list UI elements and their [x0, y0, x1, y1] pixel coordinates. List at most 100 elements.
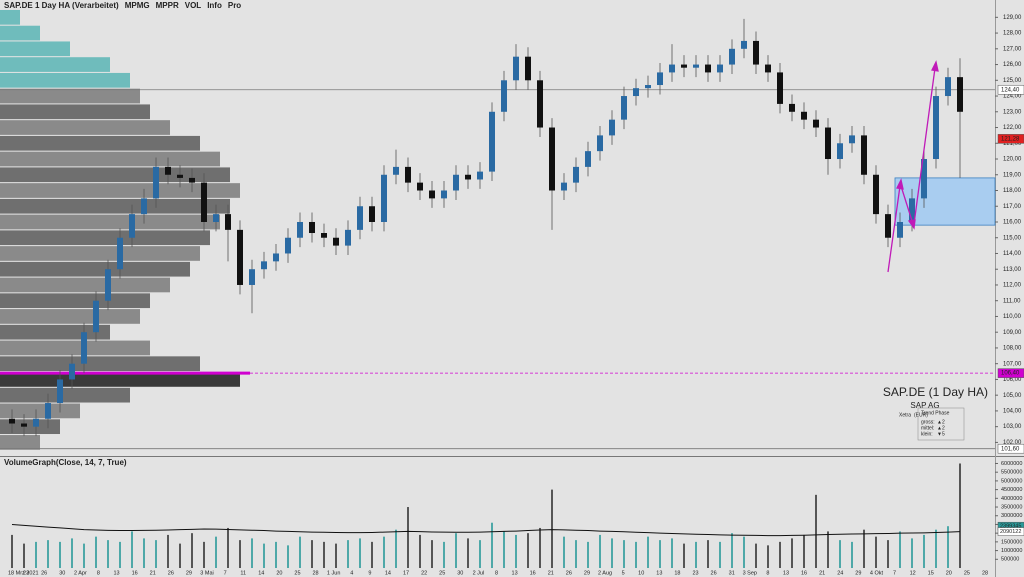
v-tick-label: 4500000: [1001, 487, 1022, 493]
x-tick-label: 3 Mai: [200, 570, 213, 576]
x-tick-label: 16: [530, 570, 536, 576]
volume-bar: [707, 540, 709, 568]
x-tick-label: 23: [23, 570, 29, 576]
volume-title: VolumeGraph(Close, 14, 7, True): [4, 458, 127, 467]
volume-bar: [827, 531, 829, 568]
v-marker-label: 2090122: [1000, 529, 1021, 535]
candle-body: [801, 111, 807, 120]
x-tick-label: 31: [729, 570, 735, 576]
volume-bar: [443, 541, 445, 568]
y-tick-label: 120,00: [1003, 157, 1022, 163]
profile-bar: [0, 104, 150, 120]
candle-body: [81, 332, 87, 364]
volume-bar: [47, 540, 49, 568]
level-label: 124,40: [1001, 87, 1020, 93]
volume-bar: [815, 494, 817, 568]
candle-body: [369, 206, 375, 222]
volume-bar: [155, 540, 157, 568]
y-tick-label: 108,00: [1003, 346, 1022, 352]
volume-bar: [947, 526, 949, 568]
x-tick-label: 16: [132, 570, 138, 576]
profile-bar: [0, 41, 70, 57]
candle-body: [621, 96, 627, 120]
volume-bar: [695, 541, 697, 568]
candle-body: [237, 229, 243, 285]
candle-body: [381, 174, 387, 222]
candle-body: [9, 418, 15, 424]
candle-body: [465, 174, 471, 180]
x-tick-label: 25: [964, 570, 970, 576]
header-item: Pro: [228, 1, 241, 10]
candle-body: [105, 269, 111, 301]
volume-bar: [179, 543, 181, 568]
candle-body: [849, 135, 855, 144]
candle-body: [645, 85, 651, 89]
candle-body: [69, 363, 75, 380]
candle-body: [537, 80, 543, 128]
trend-title: Trend Phase: [921, 410, 950, 416]
candle-body: [177, 174, 183, 178]
candle-body: [213, 214, 219, 222]
volume-bar: [227, 527, 229, 568]
volume-bar: [239, 540, 241, 568]
candle-body: [309, 221, 315, 234]
trend-sign: ▼: [937, 431, 942, 437]
volume-bar: [71, 538, 73, 568]
x-tick-label: 2 Jul: [473, 570, 485, 576]
profile-bar: [0, 25, 40, 41]
volume-bar: [263, 543, 265, 568]
candle-body: [513, 56, 519, 81]
volume-bar: [395, 529, 397, 568]
profile-bar: [0, 88, 140, 104]
x-tick-label: 13: [783, 570, 789, 576]
trend-value: 5: [942, 431, 945, 437]
profile-bar: [0, 230, 210, 246]
volume-bar: [851, 541, 853, 568]
y-tick-label: 113,00: [1003, 267, 1022, 273]
x-tick-label: 20: [276, 570, 282, 576]
x-tick-label: 21: [548, 570, 554, 576]
profile-bar: [0, 57, 110, 72]
trend-arrows: [887, 60, 939, 273]
candle-body: [753, 40, 759, 65]
arrow: [887, 185, 901, 273]
volume-bar: [671, 538, 673, 568]
x-tick-label: 18: [674, 570, 680, 576]
y-tick-label: 112,00: [1003, 283, 1022, 289]
candle-body: [33, 418, 39, 427]
volume-bar: [863, 529, 865, 568]
candle-body: [225, 214, 231, 230]
trend-label: gross:: [921, 419, 935, 425]
candle-body: [633, 88, 639, 97]
volume-bar: [719, 541, 721, 568]
y-tick-label: 114,00: [1003, 251, 1022, 257]
y-tick-label: 105,00: [1003, 393, 1022, 399]
x-tick-label: 29: [584, 570, 590, 576]
v-tick-label: 5000000: [1001, 478, 1022, 484]
volume-bar: [635, 541, 637, 568]
candle-body: [549, 127, 555, 191]
candle-body: [345, 229, 351, 246]
x-tick-label: 5: [622, 570, 625, 576]
y-tick-label: 104,00: [1003, 408, 1022, 414]
volume-bar: [347, 540, 349, 568]
y-tick-label: 121,00: [1003, 141, 1022, 147]
volume-bar: [611, 538, 613, 568]
x-tick-label: 28: [313, 570, 319, 576]
level-box: [997, 443, 1024, 454]
volume-bar: [35, 541, 37, 568]
candle-body: [597, 135, 603, 152]
profile-bar: [0, 135, 200, 151]
x-tick-label: 29: [186, 570, 192, 576]
info-currency: (EUR): [914, 412, 928, 418]
candle-body: [165, 166, 171, 175]
x-tick-label: 11: [240, 570, 246, 576]
y-tick-label: 117,00: [1003, 204, 1022, 210]
volume-bar: [23, 543, 25, 568]
header-item: Info: [207, 1, 222, 10]
volume-ma: [11, 523, 961, 537]
candle-body: [417, 182, 423, 191]
candle-body: [441, 190, 447, 199]
v-tick-label: 1500000: [1001, 539, 1022, 545]
arrow-head: [931, 60, 939, 72]
